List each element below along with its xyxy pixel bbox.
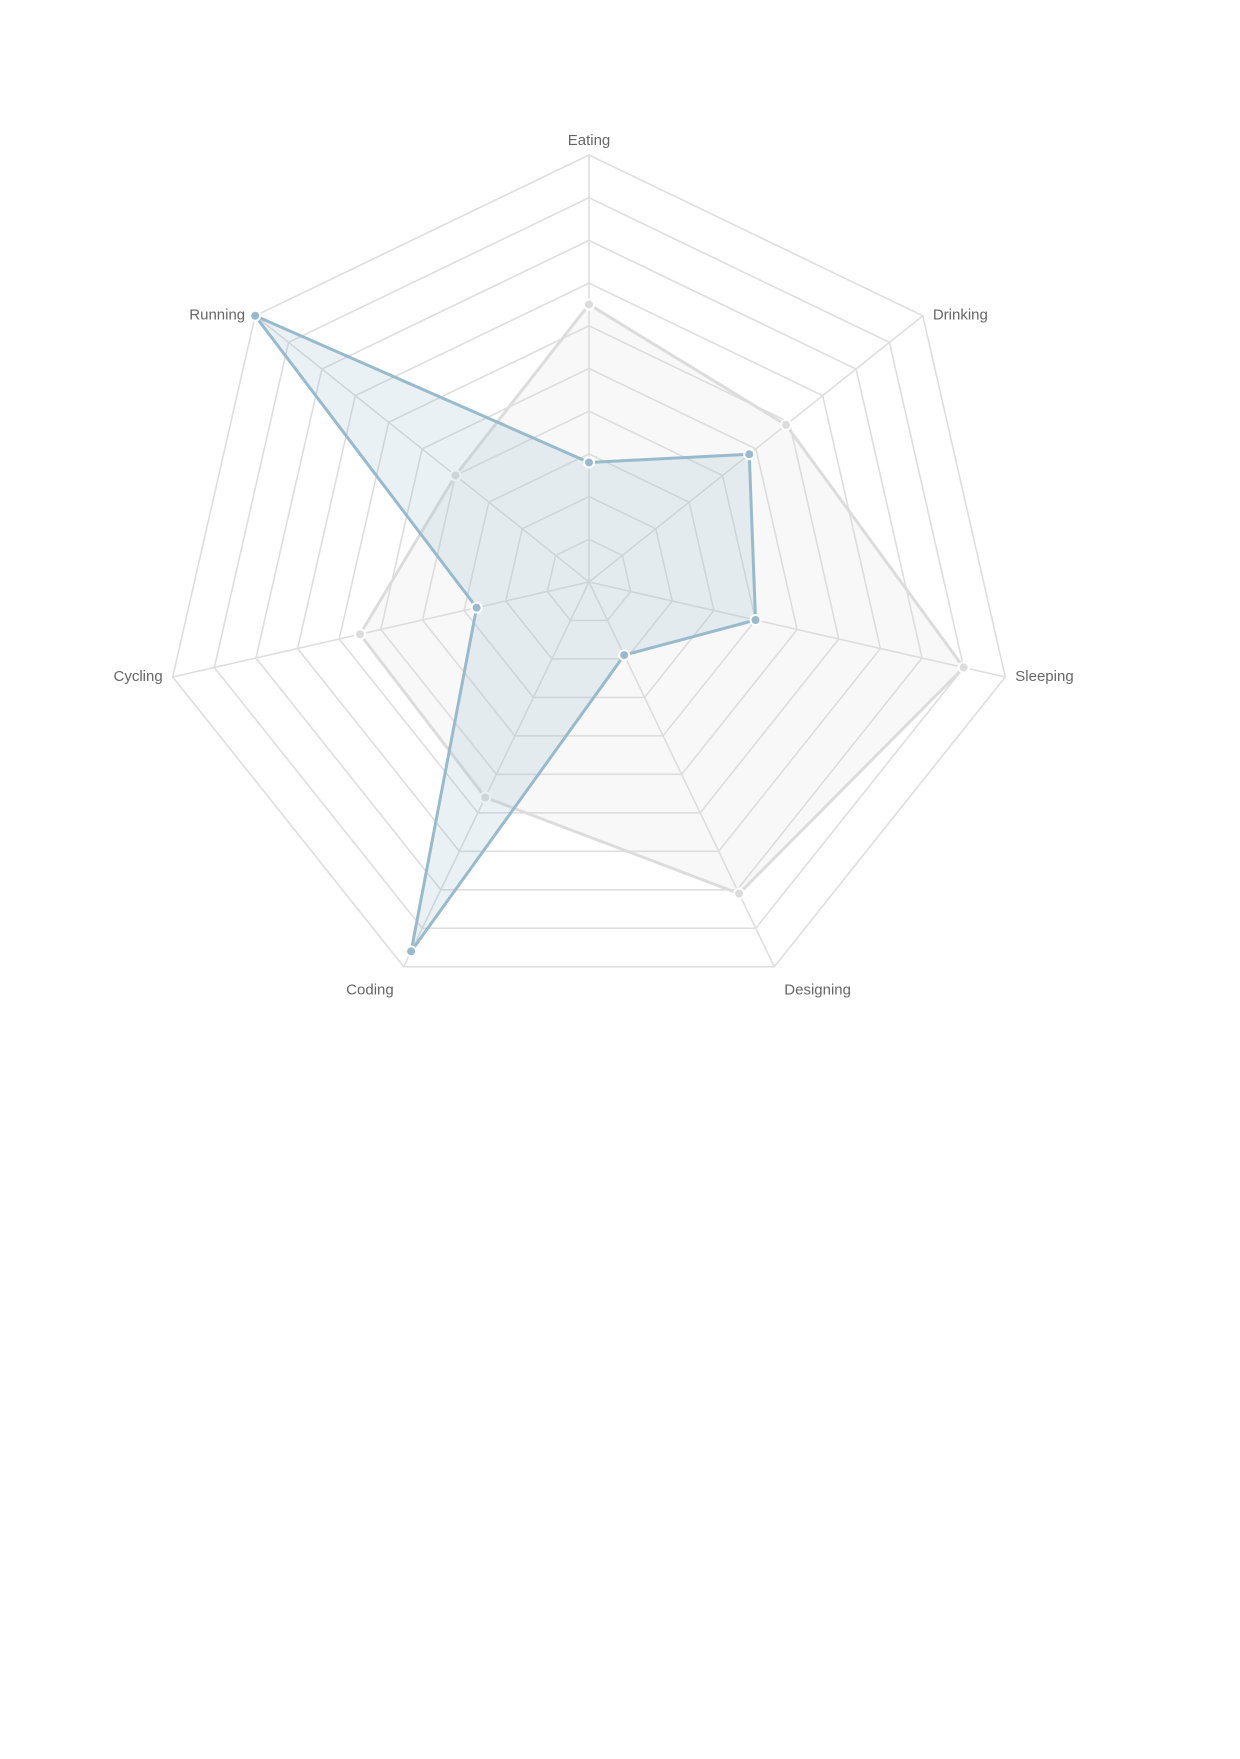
series-2-point-coding[interactable] [405, 945, 418, 958]
axis-label-eating: Eating [568, 132, 611, 149]
grid-ring-9 [213, 196, 965, 930]
radar-grid [171, 154, 1007, 968]
axis-label-coding: Coding [346, 982, 394, 999]
series-2-point-cycling[interactable] [470, 601, 483, 614]
radar-series [249, 298, 970, 958]
series-1-point-eating[interactable] [583, 298, 595, 311]
series-1-point-cycling[interactable] [354, 628, 367, 641]
spoke-running [254, 315, 590, 583]
grid-ring-8 [255, 239, 923, 891]
axis-label-drinking: Drinking [933, 307, 988, 324]
series-2-point-drinking[interactable] [743, 448, 756, 461]
grid-ring-10 [171, 154, 1007, 968]
radar-axis-labels: Eating Drinking Sleeping Designing Coding Cyc… [114, 132, 1074, 999]
series-2-point-designing[interactable] [618, 649, 631, 662]
spoke-cycling [172, 581, 590, 678]
axis-label-running: Running [189, 307, 245, 324]
series-1-area [358, 302, 966, 896]
series-1-point-designing[interactable] [733, 887, 746, 900]
grid-ring-6 [338, 324, 840, 814]
grid-ring-5 [379, 367, 799, 776]
spoke-drinking [588, 315, 924, 583]
spoke-sleeping [588, 581, 1006, 678]
grid-ring-1 [546, 538, 632, 622]
series-1 [354, 298, 970, 900]
axis-label-sleeping: Sleeping [1015, 668, 1073, 685]
grid-ring-4 [421, 410, 757, 737]
series-1-point-drinking[interactable] [779, 418, 792, 431]
series-2-area [253, 314, 758, 953]
series-2-point-sleeping[interactable] [749, 614, 762, 627]
grid-ring-7 [296, 282, 882, 853]
grid-ring-2 [504, 495, 674, 660]
series-1-point-sleeping[interactable] [957, 661, 970, 674]
axis-label-cycling: Cycling [114, 668, 163, 685]
spoke-designing [588, 581, 775, 968]
series-2-point-running[interactable] [249, 309, 262, 322]
series-1-point-coding[interactable] [479, 791, 492, 804]
grid-ring-3 [463, 453, 715, 699]
series-2-point-eating[interactable] [583, 456, 595, 469]
series-1-point-running[interactable] [449, 469, 462, 482]
series-2 [249, 309, 762, 958]
spoke-coding [403, 581, 590, 968]
axis-label-designing: Designing [784, 982, 851, 999]
